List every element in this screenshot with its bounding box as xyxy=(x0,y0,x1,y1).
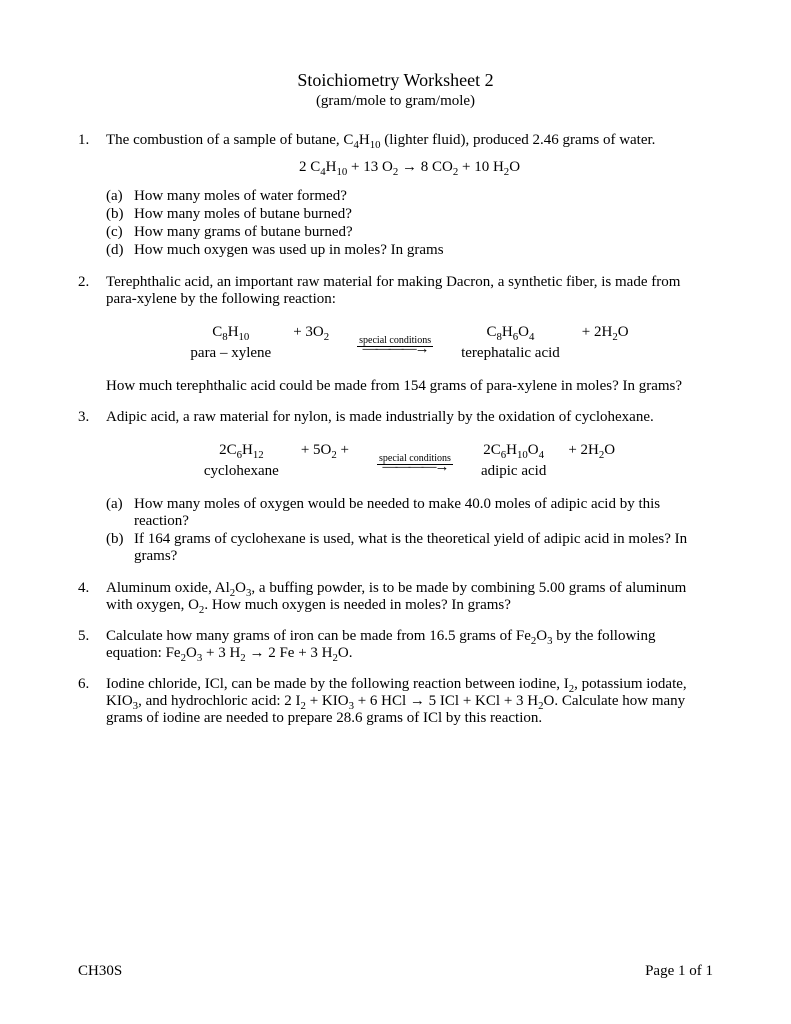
subpart-text: How many grams of butane burned? xyxy=(134,224,713,241)
problem-text: Adipic acid, a raw material for nylon, i… xyxy=(106,409,713,426)
problem-number: 1. xyxy=(78,132,106,260)
subpart-label: (a) xyxy=(106,496,134,530)
problem-4: 4. Aluminum oxide, Al2O3, a buffing powd… xyxy=(78,580,713,614)
reaction-arrow: special conditions ————→ xyxy=(357,335,433,362)
subpart-label: (a) xyxy=(106,188,134,205)
problem-text: Terephthalic acid, an important raw mate… xyxy=(106,274,713,308)
page-footer: CH30S Page 1 of 1 xyxy=(78,963,713,980)
equation: 2 C4H10 + 13 O2 → 8 CO2 + 10 H2O xyxy=(106,159,713,176)
problem-text: Calculate how many grams of iron can be … xyxy=(106,628,713,662)
problem-number: 4. xyxy=(78,580,106,614)
equation: C8H10 para – xylene + 3O2 special condit… xyxy=(106,322,713,364)
compound-label: cyclohexane xyxy=(204,461,279,482)
worksheet-title: Stoichiometry Worksheet 2 xyxy=(78,70,713,91)
problem-text: Aluminum oxide, Al2O3, a buffing powder,… xyxy=(106,580,713,614)
subpart-label: (b) xyxy=(106,206,134,223)
problem-text: The combustion of a sample of butane, C4… xyxy=(106,132,713,149)
subpart-text: If 164 grams of cyclohexane is used, wha… xyxy=(134,531,713,565)
problem-number: 2. xyxy=(78,274,106,395)
problem-5: 5. Calculate how many grams of iron can … xyxy=(78,628,713,662)
subpart-text: How many moles of water formed? xyxy=(134,188,713,205)
problem-text: Iodine chloride, ICl, can be made by the… xyxy=(106,676,713,727)
followup-text: How much terephthalic acid could be made… xyxy=(106,378,713,395)
problem-number: 3. xyxy=(78,409,106,566)
problem-6: 6. Iodine chloride, ICl, can be made by … xyxy=(78,676,713,727)
subpart-label: (c) xyxy=(106,224,134,241)
footer-right: Page 1 of 1 xyxy=(645,963,713,980)
reaction-arrow: special conditions ————→ xyxy=(377,453,453,480)
compound-label: adipic acid xyxy=(481,461,546,482)
subpart-text: How many moles of oxygen would be needed… xyxy=(134,496,713,530)
subpart-text: How many moles of butane burned? xyxy=(134,206,713,223)
subpart-label: (b) xyxy=(106,531,134,565)
worksheet-subtitle: (gram/mole to gram/mole) xyxy=(78,93,713,110)
compound-label: terephatalic acid xyxy=(461,343,560,364)
problem-number: 5. xyxy=(78,628,106,662)
footer-left: CH30S xyxy=(78,963,122,980)
problem-number: 6. xyxy=(78,676,106,727)
equation: 2C6H12 cyclohexane + 5O2 + special condi… xyxy=(106,440,713,482)
problem-3: 3. Adipic acid, a raw material for nylon… xyxy=(78,409,713,566)
compound-label: para – xylene xyxy=(190,343,271,364)
problem-2: 2. Terephthalic acid, an important raw m… xyxy=(78,274,713,395)
subpart-label: (d) xyxy=(106,242,134,259)
problem-1: 1. The combustion of a sample of butane,… xyxy=(78,132,713,260)
subpart-text: How much oxygen was used up in moles? In… xyxy=(134,242,713,259)
